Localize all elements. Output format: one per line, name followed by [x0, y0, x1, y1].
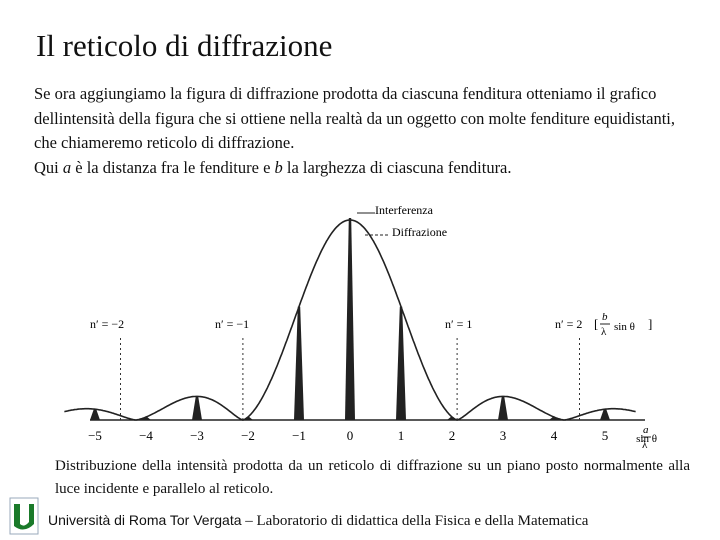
- tick-label: 0: [347, 428, 354, 443]
- tick-label: 5: [602, 428, 609, 443]
- axis-label: sin θ: [636, 433, 657, 445]
- peak: [600, 409, 610, 420]
- tick-label: 4: [551, 428, 558, 443]
- order-label: n′ = 1: [445, 317, 472, 331]
- separator: –: [245, 513, 253, 529]
- paragraph: Se ora aggiungiamo la figura di diffrazi…: [34, 84, 675, 152]
- slide-title: Il reticolo di diffrazione: [36, 28, 333, 63]
- caption: Distribuzione della intensità prodotta d…: [55, 458, 690, 497]
- peaks: [90, 218, 610, 420]
- footer: Università di Roma Tor Vergata – Laborat…: [48, 512, 588, 530]
- symbol: b: [274, 157, 283, 177]
- peak: [549, 417, 559, 420]
- logo-mark: [14, 504, 34, 530]
- peak: [447, 416, 457, 420]
- formula: sin θ: [614, 321, 635, 333]
- axis-label: λ: [642, 439, 648, 451]
- text: la larghezza di ciascuna fenditura.: [282, 157, 512, 177]
- symbol: a: [62, 157, 72, 177]
- body-text: Se ora aggiungiamo la figura di diffrazi…: [34, 82, 694, 180]
- tick-label: −4: [139, 428, 153, 443]
- legend-label: Diffrazione: [392, 225, 447, 239]
- peak: [141, 417, 151, 420]
- peak: [294, 306, 304, 420]
- university: Università di Roma Tor Vergata: [48, 512, 242, 528]
- axis-label: a: [643, 424, 649, 436]
- tick-labels: −5 −4 −3 −2 −1 0 1 2 3 4 5: [88, 428, 608, 443]
- tick-label: −1: [292, 428, 306, 443]
- peak: [243, 416, 253, 420]
- formula: λ: [601, 326, 607, 338]
- logo: [9, 497, 39, 535]
- order-label: n′ = −1: [215, 317, 249, 331]
- tick-label: −5: [88, 428, 102, 443]
- peak: [192, 396, 202, 420]
- order-label: n′ = 2: [555, 317, 582, 331]
- logo-mark: [14, 504, 20, 526]
- tick-label: 3: [500, 428, 507, 443]
- figure: Interferenza Diffrazione n′ = −2 n′ = −1…: [35, 178, 658, 453]
- order-lines: [120, 338, 580, 420]
- tick-label: −2: [241, 428, 255, 443]
- peak: [396, 306, 406, 420]
- order-label: n′ = −2: [90, 317, 124, 331]
- tick-label: 1: [398, 428, 405, 443]
- lab-name: Laboratorio di didattica della Fisica e …: [256, 513, 589, 529]
- formula: b: [602, 311, 608, 323]
- peak: [498, 396, 508, 420]
- legend-label: Interferenza: [375, 203, 434, 217]
- peak: [345, 218, 355, 420]
- tick-label: −3: [190, 428, 204, 443]
- bracket: ]: [648, 316, 652, 331]
- text: Qui: [34, 157, 63, 177]
- text: è la distanza fra le fenditure e: [71, 157, 275, 177]
- tick-label: 2: [449, 428, 456, 443]
- bracket: [: [594, 316, 598, 331]
- peak: [90, 409, 100, 420]
